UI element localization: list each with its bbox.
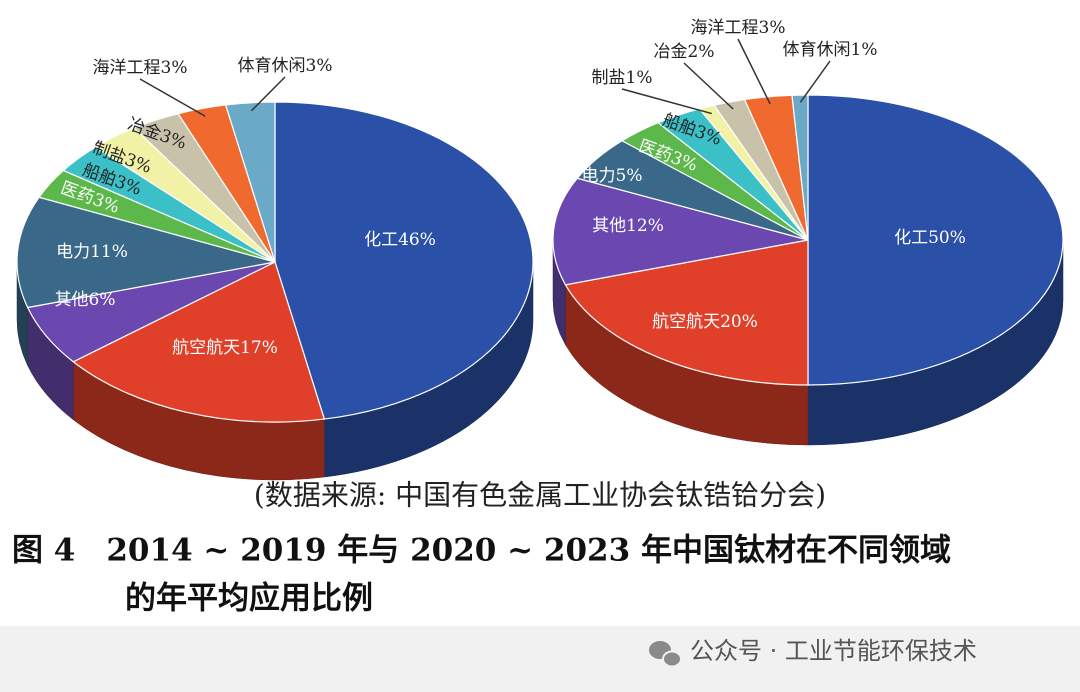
watermark-bar (0, 626, 1080, 692)
slice-category: 其他 (592, 216, 626, 236)
slice (552, 177, 809, 286)
slice-category: 电力 (56, 242, 90, 262)
slice-value: 3% (306, 56, 333, 76)
slice-label: 航空航天20% (652, 312, 758, 332)
slice-value: 50% (928, 228, 966, 248)
watermark: 公众号 · 工业节能环保技术 (690, 637, 977, 665)
slice-label: 化工46% (364, 230, 436, 250)
slice-value: 6% (89, 290, 116, 310)
slice-label: 体育休闲3% (238, 56, 333, 76)
slice-label: 体育休闲1% (783, 40, 878, 60)
slice-category: 化工 (364, 230, 398, 250)
slice-category: 海洋工程 (691, 18, 759, 38)
leader-line (737, 38, 771, 105)
slice-value: 17% (240, 338, 278, 358)
source: (数据来源: 中国有色金属工业协会钛锆铪分会) (254, 479, 826, 512)
slice-label: 航空航天17% (172, 338, 278, 358)
slice-category: 化工 (894, 228, 928, 248)
slice-value: 3% (161, 58, 188, 78)
slice-value: 20% (720, 312, 758, 332)
slice-label: 其他6% (55, 290, 116, 310)
slice-label: 电力11% (56, 242, 128, 262)
slice-value: 1% (626, 68, 653, 88)
slice-label: 其他12% (592, 216, 664, 236)
slice-category: 航空航天 (652, 312, 720, 332)
slice (274, 101, 534, 420)
slice-value: 2% (688, 42, 715, 62)
slice-label: 海洋工程3% (93, 58, 188, 78)
slice (791, 94, 809, 241)
pies: 化工46%航空航天17%其他6%电力11%医药3%船舶3%制盐3%冶金3%海洋工… (16, 18, 1064, 481)
slice-value: 5% (616, 166, 643, 186)
slice-category: 制盐 (592, 68, 626, 88)
slice-value: 12% (626, 216, 664, 236)
slice (807, 94, 1064, 386)
slice-value: 46% (398, 230, 436, 250)
caption: 图 4 2014 ~ 2019 年与 2020 ~ 2023 年中国钛材在不同领… (12, 533, 951, 569)
leader-line (799, 60, 831, 103)
slice (224, 101, 276, 263)
wechat-icon (649, 641, 682, 668)
slice-label: 化工50% (894, 228, 966, 248)
slice-label: 制盐1% (592, 68, 653, 88)
slice-value: 1% (851, 40, 878, 60)
slice-category: 其他 (55, 290, 89, 310)
pie-chart: 化工50%航空航天20%其他12%电力5%医药3%船舶3%制盐1%冶金2%海洋工… (552, 18, 1064, 446)
slice-category: 航空航天 (172, 338, 240, 358)
leader-line (621, 88, 712, 115)
slice (16, 196, 276, 309)
slice-category: 体育休闲 (783, 40, 851, 60)
slice-label: 海洋工程3% (691, 18, 786, 38)
slice-value: 3% (759, 18, 786, 38)
leader-line (683, 62, 734, 110)
caption: 的年平均应用比例 (125, 581, 373, 617)
slice-category: 体育休闲 (238, 56, 306, 76)
slice-value: 11% (90, 242, 128, 262)
slice-label: 冶金2% (654, 42, 715, 62)
slice-category: 海洋工程 (93, 58, 161, 78)
slice-label: 电力5% (582, 166, 643, 186)
leader-line (250, 76, 286, 112)
leader-line (139, 78, 206, 117)
slice (72, 261, 326, 423)
pie-chart: 化工46%航空航天17%其他6%电力11%医药3%船舶3%制盐3%冶金3%海洋工… (16, 56, 534, 481)
slice-category: 冶金 (654, 42, 688, 62)
slice-category: 电力 (582, 166, 616, 186)
slice (564, 239, 809, 386)
